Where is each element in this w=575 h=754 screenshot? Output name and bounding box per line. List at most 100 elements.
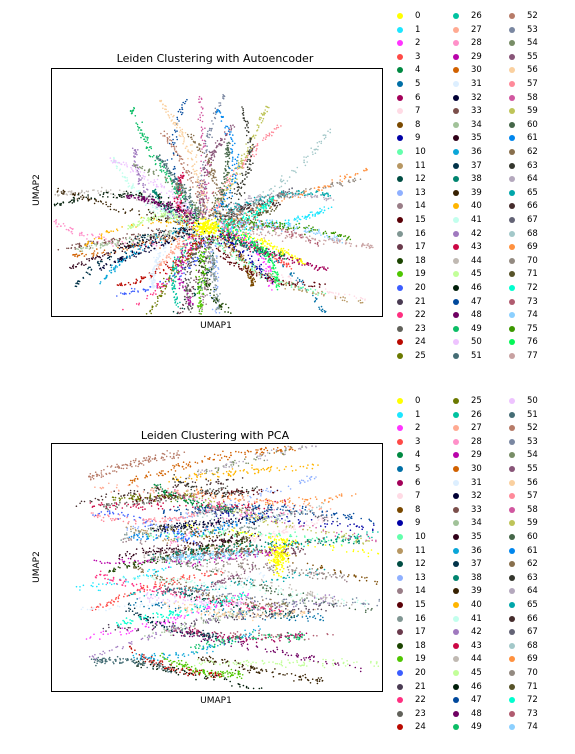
legend-label: 30 xyxy=(471,464,482,474)
legend-label: 36 xyxy=(471,545,482,556)
legend-marker xyxy=(453,520,459,527)
cluster-points-5 xyxy=(217,229,327,314)
legend-marker xyxy=(453,697,459,704)
legend-label: 14 xyxy=(415,586,426,597)
legend-marker xyxy=(453,312,459,319)
legend-marker xyxy=(453,438,459,445)
legend-marker xyxy=(509,656,515,663)
cluster-points-61 xyxy=(128,512,264,542)
legend-label: 59 xyxy=(527,518,538,529)
legend-label: 27 xyxy=(471,24,482,35)
legend-label: 6 xyxy=(415,477,421,488)
cluster-points-59 xyxy=(211,105,270,221)
legend-marker xyxy=(509,574,515,581)
legend-marker xyxy=(509,411,515,418)
cluster-points-72 xyxy=(116,591,246,627)
legend-label: 49 xyxy=(471,722,482,733)
legend-label: 41 xyxy=(471,215,482,225)
legend-label: 65 xyxy=(527,187,538,198)
cluster-points-17 xyxy=(177,242,211,315)
legend-marker xyxy=(509,466,515,472)
legend-label: 67 xyxy=(527,627,538,638)
legend-marker xyxy=(509,203,515,210)
scatter-plot xyxy=(75,445,381,690)
legend-marker xyxy=(509,339,515,346)
legend-label: 41 xyxy=(471,613,482,624)
legend-label: 21 xyxy=(415,681,426,692)
legend-label: 66 xyxy=(527,613,538,624)
cluster-points-65 xyxy=(215,189,332,223)
legend-marker xyxy=(397,108,403,115)
legend-marker xyxy=(397,257,403,264)
legend-marker xyxy=(453,108,459,115)
legend-label: 36 xyxy=(471,147,482,157)
legend-marker xyxy=(453,615,459,622)
legend-marker xyxy=(509,697,515,704)
legend-label: 75 xyxy=(527,323,538,334)
legend-marker xyxy=(509,298,515,305)
legend-marker xyxy=(509,425,515,432)
legend-marker xyxy=(453,13,459,19)
legend-label: 39 xyxy=(471,586,482,597)
legend-marker xyxy=(397,339,403,346)
legend-marker xyxy=(453,230,459,237)
legend-marker xyxy=(509,670,515,676)
legend-label: 5 xyxy=(415,79,421,89)
cluster-points-46 xyxy=(134,660,263,690)
legend-label: 32 xyxy=(471,92,482,103)
plot-area xyxy=(51,68,383,317)
legend-label: 40 xyxy=(471,201,482,212)
cluster-points-68 xyxy=(216,128,332,225)
legend-label: 71 xyxy=(527,269,538,280)
legend-marker xyxy=(397,534,403,540)
legend-label: 53 xyxy=(527,24,538,35)
legend-marker xyxy=(397,629,403,636)
legend-label: 12 xyxy=(415,559,426,570)
legend-label: 20 xyxy=(415,668,426,678)
x-axis-label: UMAP1 xyxy=(200,321,232,331)
legend-marker xyxy=(397,479,403,486)
legend-marker xyxy=(453,683,459,690)
legend-label: 6 xyxy=(415,92,421,103)
legend-marker xyxy=(453,710,459,717)
legend-label: 48 xyxy=(471,310,482,321)
legend-marker xyxy=(397,656,403,663)
legend-label: 34 xyxy=(471,518,482,529)
legend-label: 50 xyxy=(527,396,538,406)
legend-label: 56 xyxy=(527,477,538,488)
cluster-points-63 xyxy=(215,106,255,220)
legend-marker xyxy=(397,40,403,47)
legend-label: 43 xyxy=(471,640,482,651)
legend-label: 65 xyxy=(527,600,538,610)
legend-label: 25 xyxy=(471,396,482,406)
legend-label: 10 xyxy=(415,147,426,157)
cluster-points-71 xyxy=(150,523,250,542)
scatter-plot xyxy=(53,94,374,315)
legend-label: 20 xyxy=(415,283,426,293)
legend-label: 0 xyxy=(415,396,421,406)
legend-marker xyxy=(509,602,515,608)
cluster-points-1 xyxy=(75,546,212,592)
legend-label: 28 xyxy=(471,436,482,447)
legend-label: 52 xyxy=(527,423,538,434)
legend-marker xyxy=(397,697,403,704)
legend-marker xyxy=(453,135,459,142)
cluster-points-73 xyxy=(165,626,334,641)
legend-label: 68 xyxy=(527,228,538,239)
legend-label: 29 xyxy=(471,51,482,62)
cluster-points-16 xyxy=(120,521,262,541)
legend-marker xyxy=(509,398,515,404)
legend-label: 5 xyxy=(415,464,421,474)
legend-label: 25 xyxy=(415,351,426,361)
legend-label: 74 xyxy=(527,722,538,733)
legend-label: 76 xyxy=(527,337,538,348)
legend-marker xyxy=(397,588,403,595)
legend-marker xyxy=(397,271,403,278)
cluster-points-45 xyxy=(193,658,380,669)
legend-label: 22 xyxy=(415,310,426,321)
legend-label: 15 xyxy=(415,600,426,610)
legend-label: 30 xyxy=(471,65,482,76)
legend-marker xyxy=(397,353,403,359)
chart-panel-pca: Leiden Clustering with PCA UMAP2 UMAP1 0… xyxy=(0,377,575,754)
legend-label: 58 xyxy=(527,504,538,515)
